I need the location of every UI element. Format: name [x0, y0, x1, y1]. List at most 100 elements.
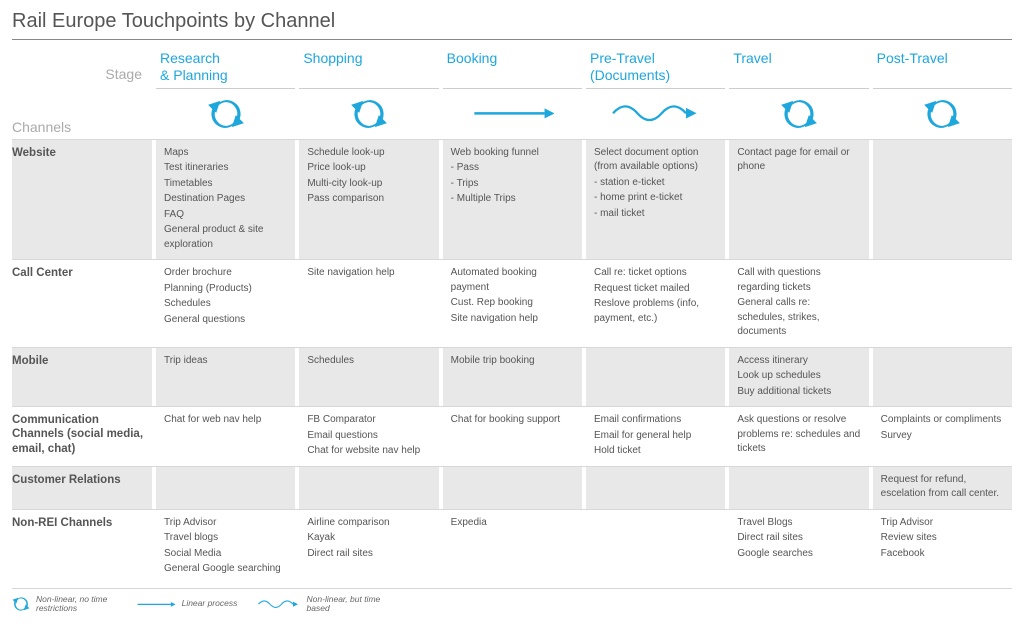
touchpoint-cell: Trip ideas: [156, 348, 295, 407]
touchpoint-cell: [873, 260, 1012, 347]
touchpoint-item: Direct rail sites: [737, 531, 860, 546]
touchpoint-item: - mail ticket: [594, 207, 717, 222]
touchpoint-item: Request for refund, escelation from call…: [881, 473, 1004, 502]
touchpoint-cell: [586, 510, 725, 584]
touchpoint-cell: Trip AdvisorTravel blogsSocial MediaGene…: [156, 510, 295, 584]
wave-icon: [257, 597, 300, 611]
touchpoint-item: - station e-ticket: [594, 176, 717, 191]
channel-label: Non-REI Channels: [12, 510, 152, 584]
touchpoint-item: Survey: [881, 429, 1004, 444]
stage-header: Post-Travel: [873, 48, 1012, 89]
touchpoint-item: Automated booking payment: [451, 266, 574, 295]
touchpoint-item: Look up schedules: [737, 369, 860, 384]
cycle-icon: [12, 595, 30, 613]
touchpoint-grid: StageResearch& PlanningShoppingBooking Pr…: [12, 48, 1012, 584]
touchpoint-item: General questions: [164, 313, 287, 328]
channels-label: Channels: [12, 89, 152, 139]
legend-item: Non-linear, but time based: [257, 595, 386, 614]
wave-icon: [586, 89, 725, 139]
arrow-icon: [443, 89, 582, 139]
touchpoint-item: Airline comparison: [307, 516, 430, 531]
touchpoint-cell: [299, 467, 438, 509]
touchpoint-item: General product & site exploration: [164, 223, 287, 252]
cycle-icon: [299, 89, 438, 139]
touchpoint-cell: Call with questions regarding ticketsGen…: [729, 260, 868, 347]
touchpoint-cell: Complaints or complimentsSurvey: [873, 407, 1012, 466]
touchpoint-cell: Contact page for email or phone: [729, 140, 868, 260]
cycle-icon: [873, 89, 1012, 139]
touchpoint-cell: Call re: ticket optionsRequest ticket ma…: [586, 260, 725, 347]
touchpoint-item: General Google searching: [164, 562, 287, 577]
touchpoint-item: Contact page for email or phone: [737, 146, 860, 175]
touchpoint-item: Chat for web nav help: [164, 413, 287, 428]
touchpoint-cell: Schedule look-upPrice look-upMulti-city …: [299, 140, 438, 260]
stage-header: Shopping: [299, 48, 438, 89]
touchpoint-item: Kayak: [307, 531, 430, 546]
touchpoint-cell: Automated booking paymentCust. Rep booki…: [443, 260, 582, 347]
touchpoint-cell: [156, 467, 295, 509]
touchpoint-item: Request ticket mailed: [594, 282, 717, 297]
touchpoint-cell: Select document option (from available o…: [586, 140, 725, 260]
touchpoint-cell: FB ComparatorEmail questionsChat for web…: [299, 407, 438, 466]
touchpoint-item: Email questions: [307, 429, 430, 444]
cycle-icon: [729, 89, 868, 139]
touchpoint-item: Test itineraries: [164, 161, 287, 176]
touchpoint-item: Trip Advisor: [164, 516, 287, 531]
touchpoint-item: Complaints or compliments: [881, 413, 1004, 428]
touchpoint-item: Order brochure: [164, 266, 287, 281]
touchpoint-item: Multi-city look-up: [307, 177, 430, 192]
touchpoint-item: Ask questions or resolve problems re: sc…: [737, 413, 860, 457]
touchpoint-item: Call re: ticket options: [594, 266, 717, 281]
touchpoint-item: Destination Pages: [164, 192, 287, 207]
touchpoint-item: Schedules: [307, 354, 430, 369]
touchpoint-cell: Airline comparisonKayakDirect rail sites: [299, 510, 438, 584]
touchpoint-item: Web booking funnel: [451, 146, 574, 161]
stage-header: Travel: [729, 48, 868, 89]
touchpoint-item: - Multiple Trips: [451, 192, 574, 207]
touchpoint-item: Trip ideas: [164, 354, 287, 369]
touchpoint-item: FAQ: [164, 208, 287, 223]
touchpoint-cell: Access itineraryLook up schedulesBuy add…: [729, 348, 868, 407]
stage-header: Research& Planning: [156, 48, 295, 89]
touchpoint-item: Mobile trip booking: [451, 354, 574, 369]
touchpoint-item: Expedia: [451, 516, 574, 531]
touchpoint-cell: Site navigation help: [299, 260, 438, 347]
touchpoint-item: FB Comparator: [307, 413, 430, 428]
channel-label: Call Center: [12, 260, 152, 347]
touchpoint-item: Chat for website nav help: [307, 444, 430, 459]
touchpoint-item: Access itinerary: [737, 354, 860, 369]
channel-label: Communication Channels (social media, em…: [12, 407, 152, 466]
stage-label: Stage: [12, 48, 152, 89]
touchpoint-cell: Ask questions or resolve problems re: sc…: [729, 407, 868, 466]
touchpoint-item: - Pass: [451, 161, 574, 176]
touchpoint-cell: Request for refund, escelation from call…: [873, 467, 1012, 509]
touchpoint-item: Pass comparison: [307, 192, 430, 207]
touchpoint-cell: Schedules: [299, 348, 438, 407]
touchpoint-item: Price look-up: [307, 161, 430, 176]
stage-header: Booking: [443, 48, 582, 89]
touchpoint-cell: [873, 348, 1012, 407]
legend-text: Linear process: [182, 599, 238, 608]
legend: Non-linear, no time restrictions Linear …: [12, 588, 1012, 614]
title-rule: [12, 39, 1012, 40]
touchpoint-item: Trip Advisor: [881, 516, 1004, 531]
arrow-icon: [136, 599, 176, 610]
touchpoint-item: Site navigation help: [451, 312, 574, 327]
channel-label: Customer Relations: [12, 467, 152, 509]
touchpoint-item: General calls re: schedules, strikes, do…: [737, 296, 860, 340]
page-title: Rail Europe Touchpoints by Channel: [12, 10, 1012, 33]
touchpoint-item: Travel Blogs: [737, 516, 860, 531]
touchpoint-item: Select document option (from available o…: [594, 146, 717, 175]
touchpoint-item: Planning (Products): [164, 282, 287, 297]
touchpoint-item: Maps: [164, 146, 287, 161]
touchpoint-item: Cust. Rep booking: [451, 296, 574, 311]
touchpoint-item: Travel blogs: [164, 531, 287, 546]
touchpoint-cell: Web booking funnel- Pass- Trips- Multipl…: [443, 140, 582, 260]
legend-text: Non-linear, no time restrictions: [36, 595, 116, 614]
touchpoint-item: - home print e-ticket: [594, 191, 717, 206]
channel-label: Mobile: [12, 348, 152, 407]
touchpoint-cell: [873, 140, 1012, 260]
touchpoint-cell: [443, 467, 582, 509]
touchpoint-cell: Travel BlogsDirect rail sitesGoogle sear…: [729, 510, 868, 584]
touchpoint-item: Hold ticket: [594, 444, 717, 459]
